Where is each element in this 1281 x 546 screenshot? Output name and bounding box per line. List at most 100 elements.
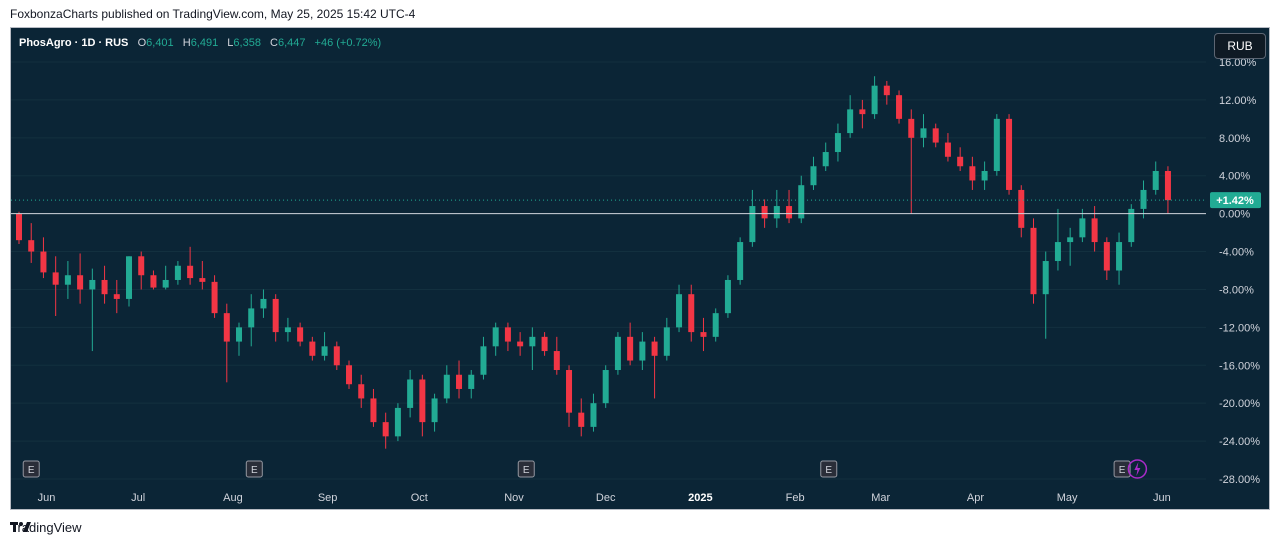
lightning-icon [1134, 462, 1141, 476]
candle-body [504, 327, 511, 342]
candle-body [908, 118, 915, 138]
candle-body [370, 398, 377, 423]
last-value-badge: +1.42% [1210, 192, 1261, 209]
candle-body [957, 156, 964, 167]
candle-body [553, 351, 560, 371]
y-tick-label: 4.00% [1219, 171, 1250, 183]
candle-body [236, 327, 243, 342]
x-tick-label: Apr [967, 492, 984, 504]
close-label: C [270, 37, 278, 49]
y-tick-label: -24.00% [1219, 436, 1260, 448]
candle-body [199, 278, 206, 282]
candle-body [517, 341, 524, 347]
earnings-marker [22, 460, 40, 478]
candle-body [248, 308, 255, 328]
y-tick-label: -16.00% [1219, 360, 1260, 372]
price-chart[interactable]: 16.00% 12.00% 8.00% 4.00% 0.00% -4.00% -8.00% -… [11, 28, 1270, 510]
candle-body [16, 213, 22, 241]
candle-body [578, 412, 585, 427]
candle-body [1018, 189, 1025, 228]
candle-body [346, 365, 353, 385]
x-tick-label: 2025 [688, 492, 712, 504]
candle-body [627, 336, 634, 361]
candle-body [834, 133, 841, 153]
x-tick-label: Dec [596, 492, 616, 504]
candle-body [676, 294, 683, 328]
earnings-marker [517, 460, 535, 478]
candle-body [211, 281, 218, 314]
close-value: 6,447 [277, 37, 306, 49]
candle-body [187, 265, 194, 279]
candle-body [52, 272, 59, 285]
y-tick-label: -4.00% [1219, 247, 1254, 259]
candle-body [859, 109, 866, 115]
candle-body [871, 85, 878, 115]
x-tick-label: Jul [131, 492, 145, 504]
candle-body [529, 336, 536, 347]
symbol-legend: PhosAgro · 1D · RUS O6,401 H6,491 L6,358… [19, 37, 387, 49]
candle-body [468, 374, 475, 389]
chart-pane[interactable]: 16.00% 12.00% 8.00% 4.00% 0.00% -4.00% -8.00% -… [10, 27, 1270, 510]
candle-body [407, 379, 414, 408]
candle-body [113, 294, 120, 299]
candle-body [1054, 242, 1061, 262]
candle-body [358, 384, 365, 399]
candle-body [1091, 218, 1098, 243]
candle-body [126, 256, 133, 299]
candle-body [431, 398, 438, 423]
candle-body [981, 170, 988, 181]
candle-body [773, 206, 780, 219]
candle-body [260, 298, 267, 309]
candle-body [883, 85, 890, 96]
x-tick-label: Mar [871, 492, 890, 504]
y-axis: 16.00% 12.00% 8.00% 4.00% 0.00% -4.00% -8.00% -… [1219, 57, 1260, 486]
candle-body [162, 279, 169, 288]
candle-body [602, 370, 609, 404]
earnings-marker-label: E [825, 465, 832, 476]
candle-body [284, 327, 291, 333]
candle-body [566, 370, 573, 413]
earnings-marker-label: E [523, 465, 530, 476]
candle-body [480, 346, 487, 375]
earnings-marker [820, 460, 838, 478]
candle-body [174, 265, 181, 280]
x-tick-label: Jun [1153, 492, 1171, 504]
candles [16, 76, 1171, 449]
candle-body [896, 95, 903, 119]
candle-body [749, 206, 756, 243]
last-value-label: +1.42% [1216, 195, 1254, 207]
candle-body [28, 240, 35, 252]
candle-body [1103, 242, 1110, 271]
y-tick-label: -20.00% [1219, 398, 1260, 410]
candle-body [847, 109, 854, 134]
currency-button[interactable]: RUB [1214, 33, 1266, 59]
y-tick-label: 12.00% [1219, 95, 1257, 107]
candle-body [920, 128, 927, 138]
candle-body [89, 279, 96, 290]
candle-body [541, 336, 548, 352]
x-tick-label: Feb [786, 492, 805, 504]
earnings-marker-label: E [1119, 465, 1126, 476]
earnings-marker-label: E [251, 465, 258, 476]
x-tick-label: Nov [504, 492, 524, 504]
candle-body [590, 403, 597, 427]
candle-body [700, 332, 707, 337]
low-label: L [227, 37, 234, 49]
candle-body [382, 422, 389, 437]
candle-body [223, 313, 230, 342]
dividend-marker [1127, 459, 1148, 479]
candle-body [614, 336, 621, 371]
candle-body [1030, 227, 1037, 295]
x-tick-label: Sep [318, 492, 338, 504]
candle-body [333, 346, 340, 366]
publish-caption: FoxbonzaCharts published on TradingView.… [10, 7, 416, 21]
candle-body [150, 275, 157, 288]
candle-body [40, 251, 47, 273]
earnings-marker-label: E [28, 465, 35, 476]
y-tick-label: 0.00% [1219, 209, 1250, 221]
candle-body [297, 327, 304, 342]
open-value: 6,401 [146, 37, 174, 49]
candle-body [1116, 242, 1123, 271]
candle-body [639, 341, 646, 361]
